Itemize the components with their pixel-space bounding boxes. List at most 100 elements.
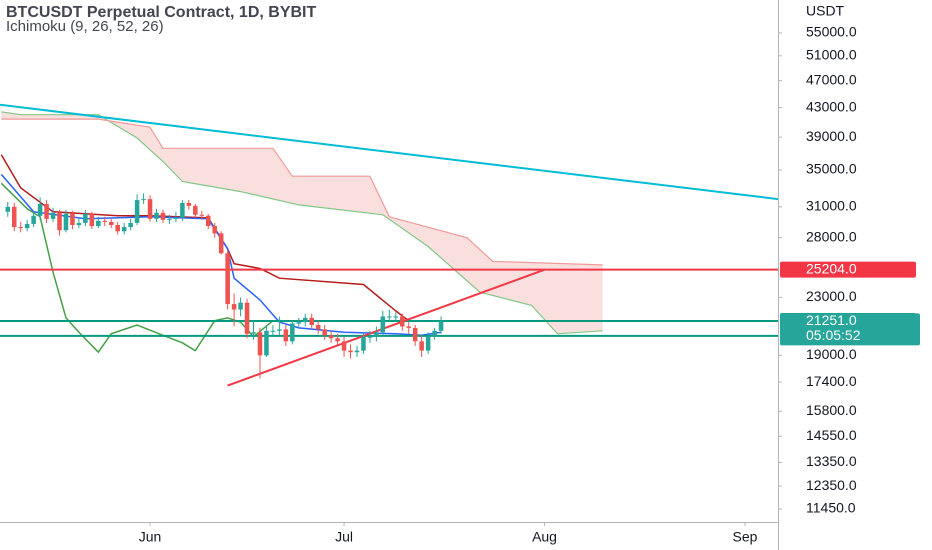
candle-body: [354, 350, 360, 353]
candle-body: [128, 222, 133, 228]
candle-body: [212, 226, 217, 234]
indicator-line: [0, 173, 442, 337]
candle-body: [96, 220, 101, 227]
candle-body: [115, 224, 120, 232]
candle-body: [257, 332, 263, 356]
cloud-fill: [1, 111, 603, 334]
candle-body: [380, 316, 386, 333]
candle-body: [76, 222, 82, 225]
y-tick-label: 39000.0: [806, 128, 857, 144]
candle-body: [180, 202, 185, 218]
x-tick-label: Aug: [532, 529, 557, 545]
candle-body: [264, 330, 269, 356]
candle-body: [83, 213, 88, 223]
y-tick-label: 15800.0: [806, 402, 857, 418]
candle-body: [290, 323, 295, 342]
price-tag-countdown: 05:05:52: [806, 327, 861, 343]
candle-body: [412, 327, 418, 342]
candle-body: [277, 329, 282, 331]
candle-body: [199, 214, 205, 216]
candle-body: [57, 212, 62, 231]
candle-body: [315, 324, 321, 330]
y-tick-label: 14550.0: [806, 427, 857, 443]
candle-body: [231, 304, 237, 310]
candle-body: [154, 212, 159, 219]
candle-body: [31, 215, 36, 224]
y-tick-label: 19000.0: [806, 346, 857, 362]
candle-body: [24, 223, 30, 229]
candle-body: [302, 317, 308, 323]
candle-body: [406, 326, 411, 328]
axis-unit: USDT: [806, 3, 845, 19]
candle-body: [11, 206, 17, 228]
y-tick-label: 12350.0: [806, 477, 857, 493]
candle-body: [218, 233, 224, 254]
candle-body: [225, 253, 230, 305]
candle-body: [44, 203, 49, 219]
y-tick-label: 35000.0: [806, 161, 857, 177]
chart-title: BTCUSDT Perpetual Contract, 1D, BYBIT: [6, 4, 316, 21]
price-tag-label: 25204.0: [806, 260, 857, 276]
candle-body: [328, 335, 334, 339]
candle-body: [251, 332, 256, 334]
candle-body: [63, 213, 69, 231]
y-tick-label: 13350.0: [806, 453, 857, 469]
candle-body: [425, 336, 431, 351]
candle-body: [134, 200, 140, 223]
cloud-edge: [1, 111, 603, 335]
x-tick-label: Jun: [139, 529, 162, 545]
candle-body: [322, 329, 327, 336]
candle-body: [438, 321, 444, 331]
price-tag: [780, 261, 916, 278]
candle-body: [238, 302, 243, 310]
candle-body: [89, 213, 95, 227]
candle-body: [141, 199, 146, 201]
y-tick-label: 55000.0: [806, 24, 857, 40]
y-tick-label: 28000.0: [806, 228, 857, 244]
candle-body: [367, 336, 373, 338]
plot-area: [0, 103, 778, 387]
candle-body: [147, 199, 153, 219]
candle-body: [37, 203, 43, 216]
candle-body: [70, 213, 75, 225]
indicator-line: [0, 154, 442, 322]
candle-body: [283, 329, 289, 342]
candle-body: [309, 317, 314, 325]
cloud-edge: [1, 118, 603, 266]
y-tick-label: 31000.0: [806, 198, 857, 214]
candle-body: [296, 322, 302, 324]
y-tick-label: 47000.0: [806, 71, 857, 87]
candle-body: [108, 221, 114, 225]
candle-body: [387, 316, 392, 318]
chart-subtitle: Ichimoku (9, 26, 52, 26): [6, 18, 164, 35]
candle-body: [186, 202, 192, 206]
price-tag: [780, 313, 920, 346]
candle-body: [335, 338, 340, 342]
candle-body: [102, 220, 108, 222]
candle-body: [5, 206, 11, 212]
y-tick-label: 11450.0: [806, 500, 856, 516]
candle-body: [374, 332, 379, 337]
candle-body: [244, 302, 250, 334]
y-tick-label: 51000.0: [806, 47, 857, 63]
candle-body: [270, 330, 276, 332]
indicator-line: [0, 182, 274, 354]
x-tick-label: Sep: [733, 529, 758, 545]
candle-body: [121, 227, 127, 232]
candle-body: [205, 215, 211, 227]
y-tick-label: 23000.0: [806, 288, 857, 304]
trendline: [227, 268, 545, 387]
candle-body: [393, 316, 399, 318]
price-tag-label: 21251.0: [806, 312, 857, 328]
candle-body: [18, 227, 23, 229]
candle-body: [50, 212, 56, 219]
candle-body: [361, 336, 366, 351]
candle-body: [419, 341, 424, 351]
candle-body: [341, 341, 347, 351]
candle-body: [160, 212, 166, 220]
x-tick-label: Jul: [335, 529, 353, 545]
y-tick-label: 43000.0: [806, 98, 857, 114]
candle-body: [167, 218, 172, 220]
